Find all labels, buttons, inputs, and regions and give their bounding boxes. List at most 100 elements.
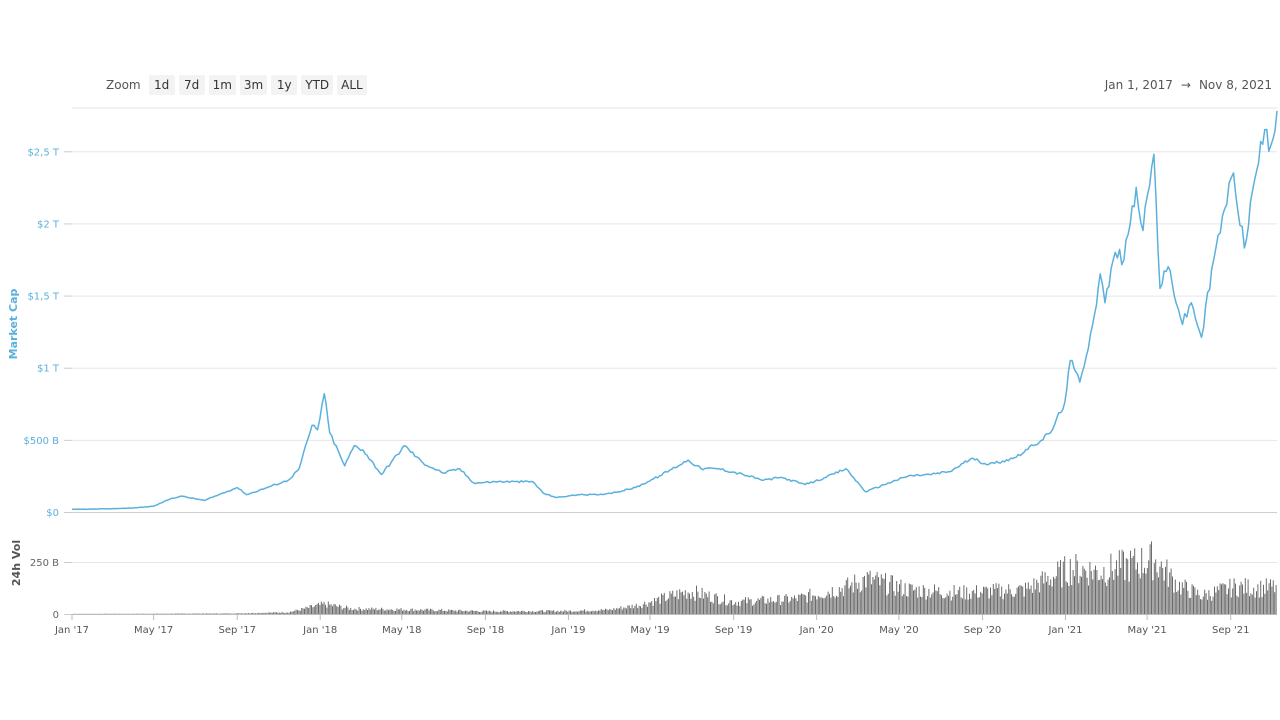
x-tick-label: May '18 xyxy=(382,625,421,636)
volume-bar xyxy=(829,593,830,614)
volume-bar xyxy=(353,609,354,614)
zoom-all-button[interactable]: ALL xyxy=(337,75,367,95)
volume-bar xyxy=(183,613,185,614)
volume-bar xyxy=(392,609,394,614)
volume-bar xyxy=(1193,585,1194,614)
volume-bar xyxy=(1111,571,1113,614)
volume-bar xyxy=(525,612,527,614)
volume-bar xyxy=(605,608,606,614)
volume-bar xyxy=(438,609,440,614)
x-tick-label: Jan '20 xyxy=(799,625,834,636)
volume-bar xyxy=(696,585,697,614)
volume-bar xyxy=(749,599,751,614)
range-from[interactable]: Jan 1, 2017 xyxy=(1104,78,1173,92)
volume-bar xyxy=(834,597,836,614)
volume-bar xyxy=(647,606,648,614)
x-tick-label: Sep '18 xyxy=(467,625,505,636)
volume-bar xyxy=(1053,576,1054,614)
volume-bar xyxy=(474,611,476,614)
volume-bar xyxy=(1018,586,1019,614)
volume-bar xyxy=(976,585,977,614)
volume-bar xyxy=(252,612,254,614)
volume-bar xyxy=(777,595,779,614)
volume-bar xyxy=(346,605,347,614)
volume-bar xyxy=(711,601,713,614)
volume-bar xyxy=(1025,582,1026,614)
volume-bar xyxy=(815,596,816,614)
volume-bar xyxy=(470,610,472,614)
volume-bar xyxy=(236,613,238,614)
volume-bar xyxy=(1142,573,1144,614)
volume-bar xyxy=(760,597,762,614)
volume-bar xyxy=(609,608,611,614)
volume-bar xyxy=(928,588,930,614)
volume-bar xyxy=(1218,590,1220,614)
volume-bar xyxy=(774,602,776,614)
volume-bar xyxy=(724,594,725,614)
volume-bar xyxy=(885,573,886,614)
volume-bar xyxy=(848,588,850,614)
volume-bar xyxy=(235,613,237,614)
volume-bar xyxy=(1137,562,1138,614)
volume-bar xyxy=(1088,585,1089,614)
zoom-7d-button[interactable]: 7d xyxy=(178,75,205,95)
volume-bar xyxy=(773,601,774,614)
volume-bar xyxy=(893,591,895,614)
volume-bar xyxy=(598,610,599,614)
volume-bar xyxy=(1048,585,1050,614)
zoom-1y-button[interactable]: 1y xyxy=(271,75,298,95)
volume-bar xyxy=(977,597,979,614)
volume-bar xyxy=(262,613,263,614)
zoom-1d-button[interactable]: 1d xyxy=(148,75,175,95)
volume-bar xyxy=(857,588,858,614)
x-tick-label: Sep '20 xyxy=(964,625,1002,636)
volume-bar xyxy=(1263,584,1264,614)
volume-bar xyxy=(341,609,343,614)
zoom-1m-button[interactable]: 1m xyxy=(208,75,236,95)
volume-bar xyxy=(344,607,346,614)
volume-bar xyxy=(791,596,793,614)
volume-bar xyxy=(483,610,485,614)
volume-bar xyxy=(445,610,447,614)
volume-bar xyxy=(365,608,367,614)
volume-bar xyxy=(952,596,954,614)
volume-bar xyxy=(792,598,794,614)
zoom-3m-button[interactable]: 3m xyxy=(239,75,268,95)
volume-bar xyxy=(367,610,368,614)
volume-bar xyxy=(441,609,443,614)
volume-bar xyxy=(946,593,948,614)
volume-bar xyxy=(420,609,422,614)
volume-bar xyxy=(913,590,914,614)
volume-bar xyxy=(1214,586,1215,614)
volume-bar xyxy=(1243,593,1245,614)
range-to[interactable]: Nov 8, 2021 xyxy=(1198,78,1272,92)
volume-bar xyxy=(221,613,223,614)
volume-bar xyxy=(897,591,899,614)
x-tick-label: Jan '18 xyxy=(302,625,337,636)
volume-bar xyxy=(789,600,791,614)
volume-bar xyxy=(453,611,455,614)
volume-bar xyxy=(670,593,672,614)
volume-bar xyxy=(330,604,332,614)
volume-bar xyxy=(309,605,311,614)
volume-bar xyxy=(1076,560,1078,614)
volume-bar xyxy=(676,590,678,614)
volume-bar xyxy=(402,610,403,614)
volume-bar xyxy=(840,591,842,614)
volume-bar xyxy=(1120,568,1122,614)
volume-bar xyxy=(1242,584,1243,614)
volume-bar xyxy=(1009,589,1011,614)
volume-bar xyxy=(743,599,745,614)
volume-bar xyxy=(943,598,945,614)
volume-bar xyxy=(803,594,805,614)
volume-bar xyxy=(1016,587,1018,614)
volume-bar xyxy=(1148,560,1150,614)
volume-bar xyxy=(1257,584,1259,614)
zoom-ytd-button[interactable]: YTD xyxy=(301,75,334,95)
volume-bar xyxy=(626,608,627,614)
volume-bar xyxy=(801,593,802,614)
volume-bar xyxy=(652,605,654,614)
volume-bar xyxy=(473,611,475,614)
volume-bar xyxy=(411,608,413,614)
volume-bar xyxy=(745,597,746,614)
